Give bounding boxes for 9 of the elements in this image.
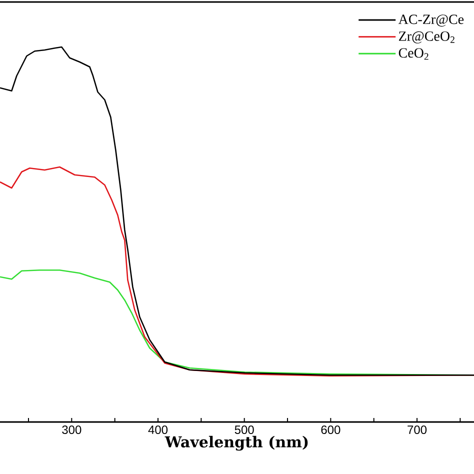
legend-label: AC-Zr@Ce bbox=[398, 14, 464, 27]
x-tick-label: 300 bbox=[62, 426, 82, 434]
x-tick-label: 400 bbox=[148, 426, 168, 434]
x-axis-title: Wavelength (nm) bbox=[164, 436, 308, 451]
legend-label: CeO$_{2}$ bbox=[398, 48, 428, 60]
x-tick-label: 500 bbox=[234, 426, 254, 434]
x-tick-label: 600 bbox=[321, 426, 340, 434]
x-tick-label: 700 bbox=[408, 426, 427, 434]
legend-label: Zr@CeO$_{2}$ bbox=[398, 31, 454, 44]
